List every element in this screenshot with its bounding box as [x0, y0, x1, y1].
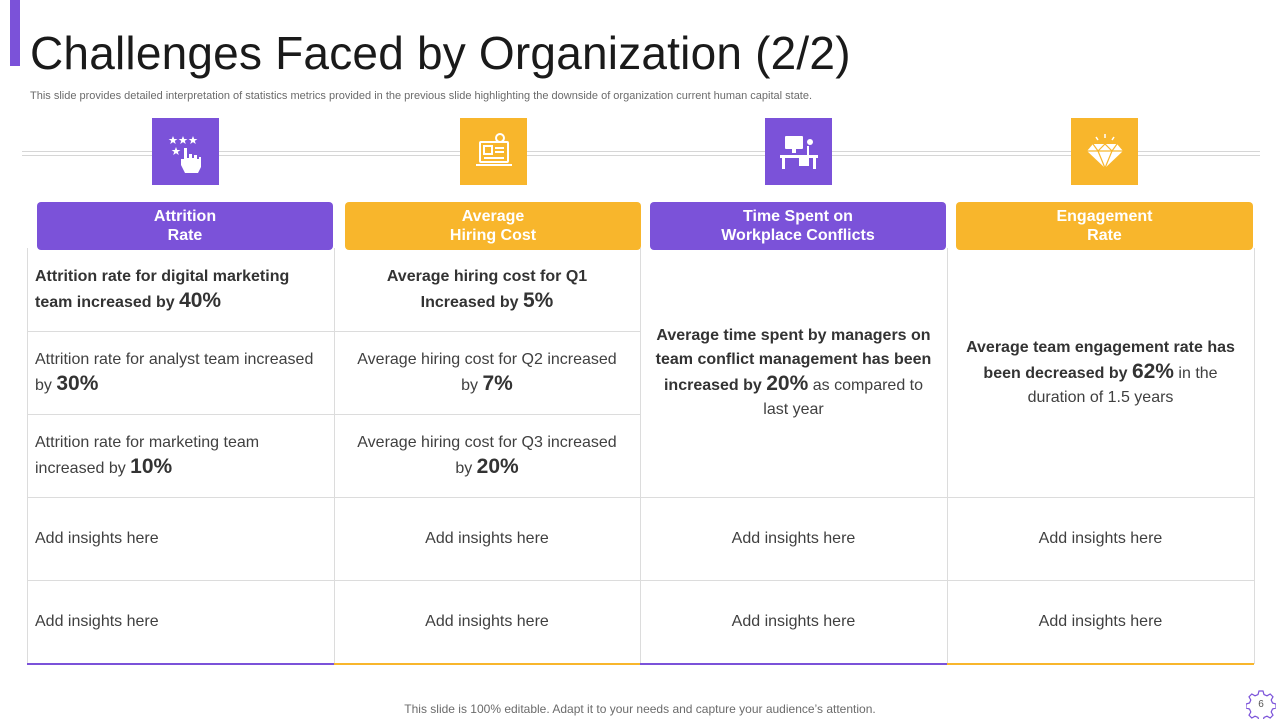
stat-cell: Average hiring cost for Q2 increased by …: [334, 331, 640, 414]
column-header-hiring-cost: Average Hiring Cost: [345, 202, 641, 250]
stat-text: Average team engagement rate has been de…: [966, 338, 1235, 382]
column-header-engagement: Engagement Rate: [956, 202, 1253, 250]
stat-text: Average time spent by managers on team c…: [655, 326, 932, 394]
stat-text-suffix: as compared to last year: [763, 376, 924, 418]
insight-text: Add insights here: [1038, 613, 1163, 630]
stat-value: 30%: [56, 372, 99, 395]
stat-text: Attrition rate for digital marketing tea…: [35, 267, 290, 311]
stat-value: 62%: [1131, 359, 1174, 383]
stat-text-suffix: in the duration of 1.5 years: [1027, 364, 1218, 406]
divider-line: [22, 151, 1260, 152]
stat-value: 20%: [476, 455, 519, 478]
title-accent-bar: [10, 0, 20, 66]
column-bottom-line: [27, 663, 334, 665]
stat-text: Average hiring cost for Q1 Increased by: [386, 267, 588, 311]
column-bottom-line: [640, 663, 947, 665]
column-header-conflicts: Time Spent on Workplace Conflicts: [650, 202, 946, 250]
insight-text: Add insights here: [425, 530, 549, 547]
grid-line: [334, 248, 335, 664]
divider-line: [22, 155, 1260, 156]
stat-text: Average hiring cost for Q2 increased by: [357, 351, 617, 394]
insight-cell: Add insights here: [334, 497, 640, 580]
column-header-attrition: Attrition Rate: [37, 202, 333, 250]
insight-cell: Add insights here: [947, 497, 1254, 580]
stat-value: 10%: [130, 455, 173, 478]
slide-subtitle: This slide provides detailed interpretat…: [30, 90, 813, 102]
insight-cell: Add insights here: [640, 497, 947, 580]
grid-line: [947, 248, 948, 664]
insight-cell: Add insights here: [27, 497, 334, 580]
insight-text: Add insights here: [1038, 530, 1163, 547]
column-bottom-line: [947, 663, 1254, 665]
stat-cell: Attrition rate for digital marketing tea…: [27, 248, 334, 331]
stat-cell: Average hiring cost for Q1 Increased by …: [334, 248, 640, 331]
insight-text: Add insights here: [35, 530, 159, 547]
insight-text: Add insights here: [425, 613, 549, 630]
stat-value: 40%: [179, 288, 222, 312]
rating-hand-icon: [152, 118, 219, 185]
diamond-icon: [1071, 118, 1138, 185]
grid-line: [27, 248, 28, 664]
workplace-desk-icon: [765, 118, 832, 185]
slide-title: Challenges Faced by Organization (2/2): [30, 27, 851, 79]
page-number-badge: 6: [1246, 689, 1276, 719]
insight-cell: Add insights here: [640, 580, 947, 663]
slide-footer: This slide is 100% editable. Adapt it to…: [404, 702, 876, 716]
grid-line: [1254, 248, 1255, 664]
stat-cell: Attrition rate for marketing team increa…: [27, 414, 334, 497]
page-number: 6: [1258, 698, 1264, 710]
column-bottom-line: [334, 663, 640, 665]
stat-cell: Average team engagement rate has been de…: [947, 248, 1254, 497]
stat-text: Attrition rate for analyst team increase…: [35, 351, 314, 394]
insight-cell: Add insights here: [334, 580, 640, 663]
stat-text: Average hiring cost for Q3 increased by: [357, 434, 617, 477]
stat-value: 5%: [522, 288, 554, 312]
stat-value: 20%: [766, 371, 809, 395]
stat-cell: Average hiring cost for Q3 increased by …: [334, 414, 640, 497]
gear-icon: [1246, 690, 1276, 719]
insight-cell: Add insights here: [947, 580, 1254, 663]
insight-text: Add insights here: [35, 613, 159, 630]
stat-cell: Average time spent by managers on team c…: [640, 248, 947, 497]
grid-line: [640, 248, 641, 664]
hiring-cost-icon: [460, 118, 527, 185]
insight-cell: Add insights here: [27, 580, 334, 663]
stat-text: Attrition rate for marketing team increa…: [35, 434, 260, 477]
insight-text: Add insights here: [731, 613, 856, 630]
stat-value: 7%: [482, 372, 513, 395]
stat-cell: Attrition rate for analyst team increase…: [27, 331, 334, 414]
insight-text: Add insights here: [731, 530, 856, 547]
